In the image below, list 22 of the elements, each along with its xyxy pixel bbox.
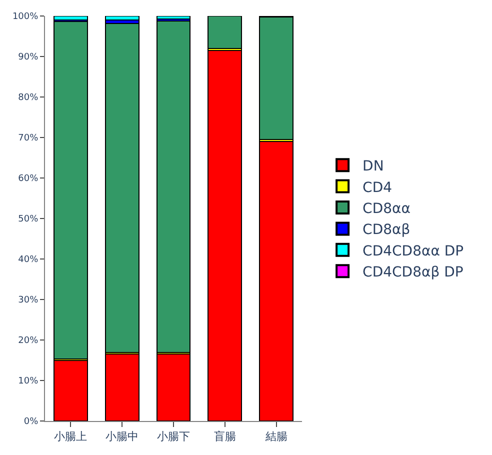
x-tick-label: 盲腸 <box>214 430 236 444</box>
y-tick-label: 70% <box>18 134 39 144</box>
y-tick-label: 10% <box>18 376 39 387</box>
x-tick-label: 小腸下 <box>157 430 190 444</box>
x-tick-label: 小腸中 <box>106 430 139 444</box>
y-tick-label: 40% <box>18 255 39 266</box>
legend-label: CD4CD8αβ DP <box>362 264 464 281</box>
legend-label: DN <box>362 158 384 175</box>
y-tick-label: 100% <box>12 12 39 22</box>
x-tick-label: 結腸 <box>264 430 288 444</box>
y-tick-label: 20% <box>18 336 39 346</box>
y-tick-label: 0% <box>24 417 39 428</box>
legend-label: CD8αβ <box>362 222 410 238</box>
legend-label: CD4CD8αα DP <box>362 243 464 260</box>
y-tick-label: 90% <box>18 52 39 63</box>
x-tick-label: 小腸上 <box>54 430 88 444</box>
y-tick-label: 50% <box>18 214 39 225</box>
legend-label: CD8αα <box>362 200 410 217</box>
legend-label: CD4 <box>362 180 392 196</box>
y-tick-label: 80% <box>18 93 39 104</box>
y-tick-label: 60% <box>18 174 39 184</box>
y-tick-label: 30% <box>18 296 39 306</box>
